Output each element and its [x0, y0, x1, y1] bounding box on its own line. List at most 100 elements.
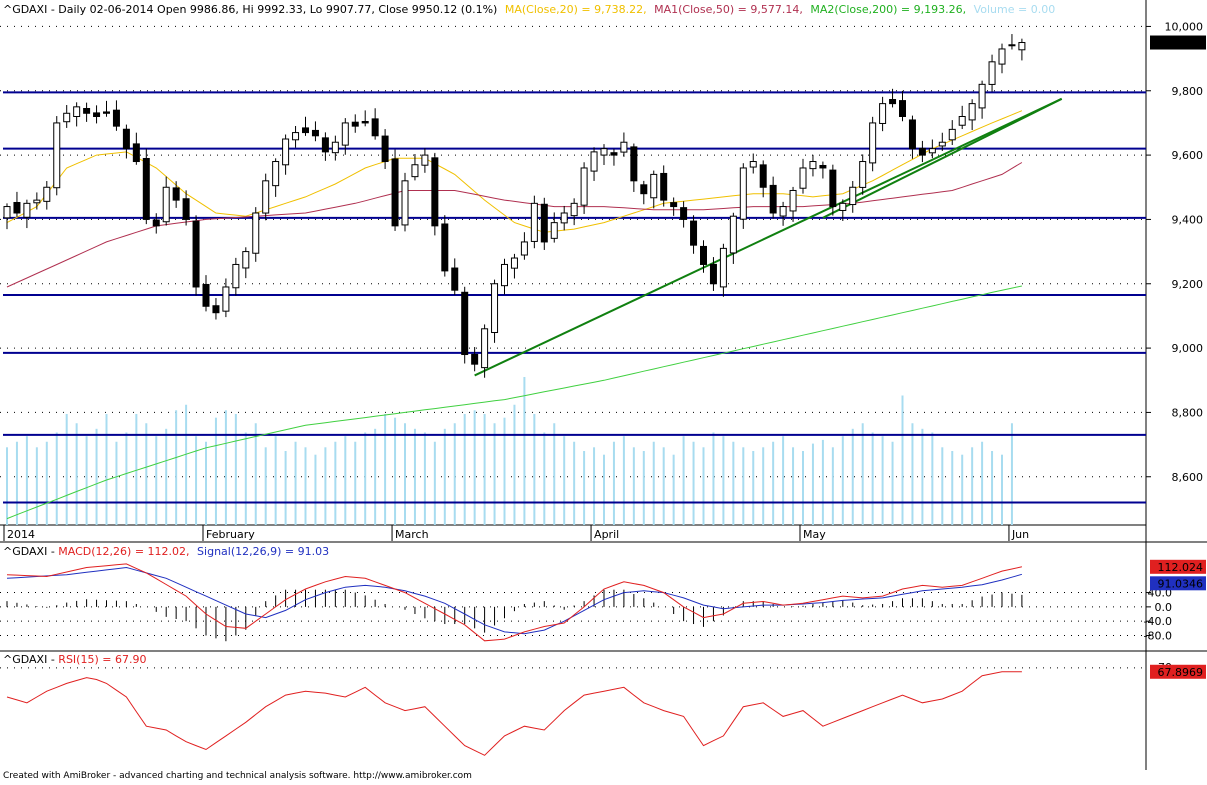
- volume-bar: [772, 441, 775, 525]
- volume-bar: [971, 447, 974, 525]
- volume-bar: [513, 404, 516, 525]
- candle-up: [789, 189, 797, 212]
- volume-bar: [374, 428, 377, 525]
- volume-bar: [334, 441, 337, 525]
- candle-down: [311, 129, 319, 137]
- candle-down: [103, 111, 110, 114]
- date-x-axis: 2014 February March April May Jun: [3, 525, 1029, 541]
- trendline: [474, 97, 1063, 377]
- candle-down: [112, 109, 120, 127]
- volume-bar: [692, 441, 695, 525]
- volume-bar: [612, 441, 615, 525]
- candle-down: [351, 121, 359, 127]
- candle-up: [1018, 42, 1026, 51]
- candle-down: [321, 137, 329, 153]
- volume-bar: [55, 432, 58, 525]
- price-tick-label: 9,200: [1172, 278, 1204, 291]
- candle-up: [242, 251, 250, 269]
- volume-bar: [6, 447, 8, 525]
- price-header: ^GDAXI - Daily 02-06-2014 Open 9986.86, …: [3, 3, 1055, 16]
- trendline: [822, 97, 1063, 219]
- volume-bar: [881, 436, 884, 525]
- rsi-value-box: [1150, 664, 1206, 679]
- candle-up: [749, 161, 757, 168]
- price-tick-label: 8,800: [1172, 406, 1204, 419]
- volume-bar: [364, 432, 367, 525]
- volume-bar: [25, 436, 28, 525]
- date-label: Jun: [1011, 528, 1029, 541]
- volume-bar: [503, 417, 506, 525]
- volume-bar: [244, 432, 247, 525]
- horizontal-lines: [3, 91, 1146, 504]
- volume-bar: [185, 404, 188, 525]
- candle-down: [192, 220, 200, 288]
- volume-bar: [722, 436, 725, 525]
- candle-up: [938, 141, 946, 147]
- date-label: February: [206, 528, 255, 541]
- volume-bar: [981, 441, 984, 525]
- candle-up: [869, 122, 877, 164]
- candle-down: [471, 353, 479, 365]
- candle-up: [33, 199, 41, 204]
- candle-down: [122, 128, 130, 150]
- volume-bar: [453, 423, 456, 525]
- volume-bar: [125, 432, 128, 525]
- candle-up: [262, 180, 270, 214]
- volume-bar: [682, 436, 685, 525]
- candle-up: [560, 212, 568, 224]
- volume-bar: [274, 436, 277, 525]
- candle-down: [391, 158, 399, 227]
- candle-down: [670, 202, 678, 208]
- volume-bar: [603, 454, 605, 525]
- macd-header-macd: MACD(12,26) = 112.02,: [58, 545, 189, 558]
- volume-bar: [762, 447, 765, 525]
- volume-bar: [891, 441, 894, 525]
- candle-down: [302, 127, 309, 134]
- candle-down: [908, 119, 916, 150]
- candle-down: [441, 223, 449, 272]
- volume-bar: [1001, 454, 1003, 525]
- candle-up: [988, 61, 996, 85]
- volume-bar: [921, 428, 924, 525]
- candle-down: [431, 157, 439, 227]
- volume-bar: [195, 436, 198, 525]
- volume-bar: [304, 447, 307, 525]
- volume-bar: [861, 423, 864, 525]
- candle-down: [182, 198, 190, 220]
- macd-value-label: 112.024: [1158, 561, 1204, 574]
- volume-bar: [394, 417, 397, 525]
- candle-up: [53, 122, 61, 189]
- volume-bar: [264, 447, 267, 525]
- candle-up: [998, 48, 1006, 65]
- candle-down: [819, 164, 827, 169]
- candle-up: [779, 206, 787, 217]
- header-ma200: MA2(Close,200) = 9,193.26,: [810, 3, 966, 16]
- footer-credit: Created with AmiBroker - advanced charti…: [3, 771, 472, 781]
- price-y-axis: 10,000 9,800 9,600 9,400 9,200 9,000 8,800 8,60…: [1146, 20, 1206, 484]
- volume-bar: [991, 451, 994, 525]
- volume-bar: [205, 441, 207, 525]
- candle-down: [709, 263, 717, 285]
- volume-bar: [145, 423, 148, 525]
- signal-value-label: 91.0346: [1158, 577, 1204, 590]
- volume-bar: [254, 423, 257, 525]
- rsi-header-prefix: ^GDAXI -: [3, 653, 58, 666]
- candle-up: [23, 202, 31, 218]
- rsi-panel[interactable]: 7067.8969: [0, 661, 1206, 756]
- candle-down: [381, 135, 389, 163]
- volume-bar: [115, 441, 118, 525]
- macd-tick-label: -40.0: [1144, 615, 1172, 628]
- candle-up: [43, 186, 51, 202]
- price-panel[interactable]: [0, 0, 1146, 542]
- candle-down: [690, 220, 698, 246]
- volume-bar: [851, 428, 854, 525]
- candle-down: [83, 107, 91, 114]
- candle-down: [212, 305, 220, 314]
- candle-down: [680, 207, 688, 220]
- candle-down: [540, 203, 548, 243]
- rsi-header-rsi: RSI(15) = 67.90: [58, 653, 146, 666]
- volume-bar: [324, 447, 327, 525]
- candle-down: [152, 219, 160, 227]
